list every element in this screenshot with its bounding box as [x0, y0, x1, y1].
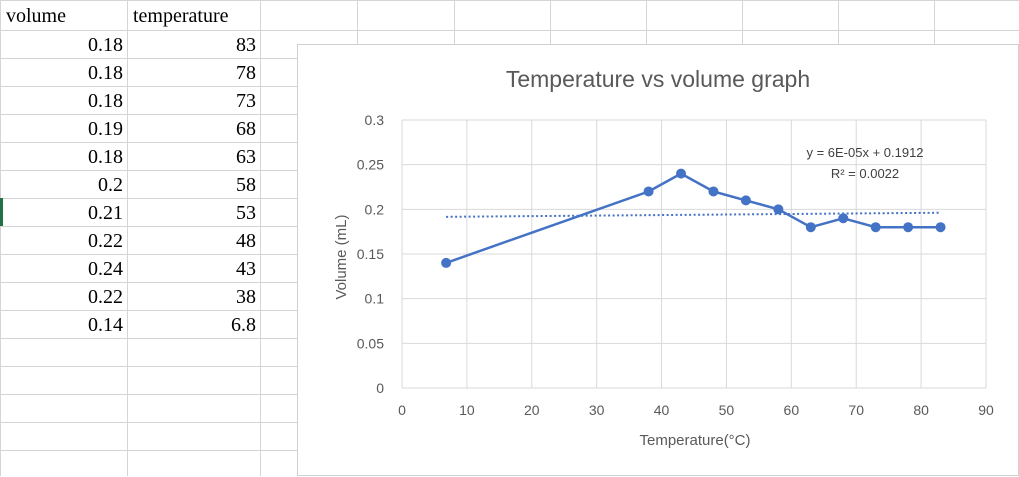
header-cell-temperature[interactable]: temperature [133, 5, 229, 27]
volume-cell[interactable]: 0.14 [88, 314, 123, 336]
chart-title: Temperature vs volume graph [506, 66, 810, 92]
data-point[interactable] [708, 186, 719, 197]
temperature-cell[interactable]: 78 [236, 62, 256, 84]
trendline [446, 211, 941, 218]
x-tick-label: 50 [719, 402, 735, 418]
x-tick-label: 70 [848, 402, 864, 418]
volume-cell[interactable]: 0.18 [88, 34, 123, 56]
temperature-cell[interactable]: 68 [236, 118, 256, 140]
y-axis-label: Volume (mL) [333, 214, 350, 299]
data-point[interactable] [773, 204, 784, 215]
volume-cell[interactable]: 0.21 [88, 202, 123, 224]
gridlines [401, 119, 987, 389]
y-tick-label: 0.25 [357, 157, 384, 173]
x-tick-label: 20 [524, 402, 540, 418]
y-tick-label: 0.3 [365, 112, 385, 128]
trendline-line [446, 211, 941, 218]
data-point[interactable] [838, 213, 849, 224]
y-tick-label: 0.15 [357, 246, 384, 262]
x-tick-label: 10 [459, 402, 475, 418]
trendline-r2: R² = 0.0022 [831, 166, 899, 181]
temperature-cell[interactable]: 73 [236, 90, 256, 112]
temperature-cell[interactable]: 53 [236, 202, 256, 224]
x-tick-label: 0 [398, 402, 406, 418]
x-tick-label: 30 [589, 402, 605, 418]
series-line [444, 172, 942, 265]
y-tick-label: 0.2 [365, 201, 385, 217]
data-point[interactable] [740, 195, 751, 206]
trendline-equation: y = 6E-05x + 0.1912 [806, 145, 923, 160]
x-tick-label: 60 [784, 402, 800, 418]
volume-cell[interactable]: 0.22 [88, 230, 123, 252]
volume-cell[interactable]: 0.19 [88, 118, 123, 140]
volume-cell[interactable]: 0.24 [88, 258, 123, 280]
temperature-cell[interactable]: 43 [236, 258, 256, 280]
data-point[interactable] [903, 222, 914, 233]
volume-cell[interactable]: 0.2 [98, 174, 123, 196]
temperature-cell[interactable]: 38 [236, 286, 256, 308]
volume-cell[interactable]: 0.18 [88, 146, 123, 168]
volume-cell[interactable]: 0.18 [88, 90, 123, 112]
volume-cell[interactable]: 0.22 [88, 286, 123, 308]
y-tick-label: 0.05 [357, 335, 384, 351]
data-point[interactable] [935, 222, 946, 233]
x-tick-label: 80 [913, 402, 929, 418]
data-point[interactable] [643, 186, 654, 197]
data-point[interactable] [676, 168, 687, 179]
y-tick-label: 0.1 [365, 291, 385, 307]
temperature-cell[interactable]: 6.8 [231, 314, 256, 336]
x-axis-label: Temperature(°C) [639, 432, 750, 449]
temperature-cell[interactable]: 58 [236, 174, 256, 196]
data-point[interactable] [870, 222, 881, 233]
scatter-chart: Temperature vs volume graph 0 0.05 0.1 0.15… [333, 66, 994, 449]
temperature-cell[interactable]: 63 [236, 146, 256, 168]
y-axis-ticks: 0 0.05 0.1 0.15 0.2 0.25 0.3 [357, 112, 384, 396]
data-point[interactable] [441, 257, 452, 268]
temperature-cell[interactable]: 48 [236, 230, 256, 252]
chart-area[interactable]: Temperature vs volume graph 0 0.05 0.1 0.15… [297, 44, 1019, 476]
x-tick-label: 90 [978, 402, 994, 418]
data-series [441, 168, 946, 268]
y-tick-label: 0 [376, 380, 384, 396]
x-tick-label: 40 [654, 402, 670, 418]
header-cell-volume[interactable]: volume [6, 5, 66, 27]
data-point[interactable] [805, 222, 816, 233]
volume-cell[interactable]: 0.18 [88, 62, 123, 84]
temperature-cell[interactable]: 83 [236, 34, 256, 56]
x-axis-ticks: 0 10 20 30 40 50 60 70 80 90 [398, 402, 994, 418]
